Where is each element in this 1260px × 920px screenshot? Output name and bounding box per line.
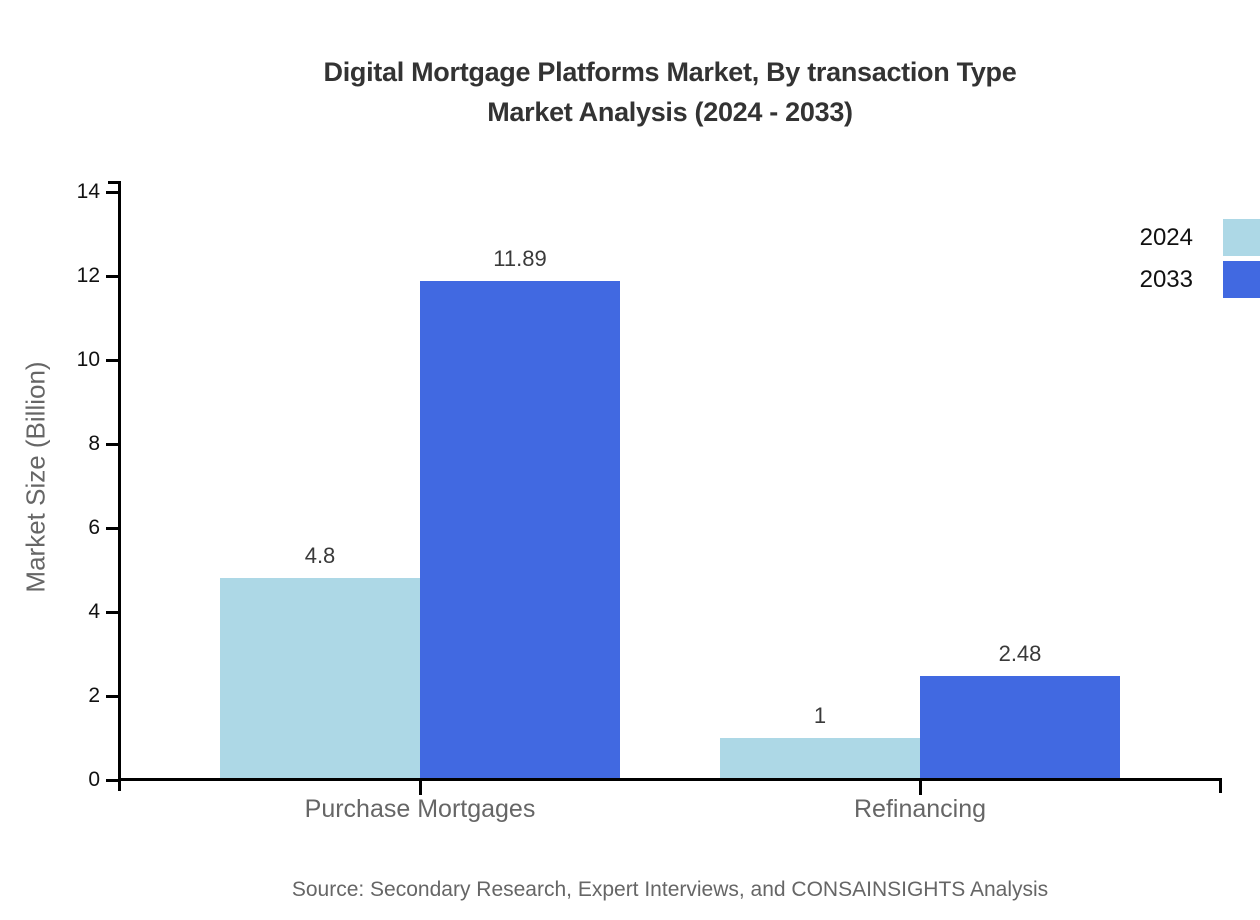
chart-title: Digital Mortgage Platforms Market, By tr… bbox=[40, 52, 1260, 132]
y-tick-0 bbox=[106, 778, 120, 782]
y-tick-8 bbox=[106, 442, 120, 446]
legend-swatch-2033 bbox=[1223, 261, 1260, 298]
y-tick-6 bbox=[106, 526, 120, 530]
category-label-purchase-mortgages: Purchase Mortgages bbox=[304, 795, 536, 823]
y-tick-label-10: 10 bbox=[76, 348, 100, 371]
y-tick-label-4: 4 bbox=[88, 600, 100, 623]
bar-value-2033-refinancing: 2.48 bbox=[998, 640, 1042, 666]
x-axis-end-tick bbox=[1219, 780, 1222, 793]
legend-label-2033: 2033 bbox=[1139, 266, 1193, 293]
y-tick-2 bbox=[106, 694, 120, 698]
bar-2024-refinancing bbox=[720, 738, 920, 780]
bar-value-2024-purchase-mortgages: 4.8 bbox=[304, 543, 336, 569]
y-tick-14 bbox=[106, 190, 120, 194]
y-axis-title: Market Size (Billion) bbox=[20, 361, 51, 593]
bar-value-2024-refinancing: 1 bbox=[813, 703, 827, 728]
y-tick-label-6: 6 bbox=[88, 516, 100, 539]
x-axis-line bbox=[118, 778, 1222, 781]
legend-label-2024: 2024 bbox=[1139, 224, 1193, 251]
chart-title-line-2: Market Analysis (2024 - 2033) bbox=[487, 97, 853, 127]
bar-value-2033-purchase-mortgages: 11.89 bbox=[493, 245, 547, 271]
bar-2024-purchase-mortgages bbox=[220, 578, 420, 780]
bar-2033-refinancing bbox=[920, 675, 1120, 780]
category-label-refinancing: Refinancing bbox=[853, 795, 987, 823]
y-tick-label-14: 14 bbox=[76, 180, 100, 203]
y-tick-4 bbox=[106, 610, 120, 614]
y-tick-label-8: 8 bbox=[88, 432, 100, 455]
y-tick-label-0: 0 bbox=[88, 768, 100, 791]
bar-2033-purchase-mortgages bbox=[420, 280, 620, 780]
y-tick-label-2: 2 bbox=[88, 684, 100, 707]
x-tick-purchase-mortgages bbox=[418, 781, 422, 795]
legend-row-2024: 2024 bbox=[0, 219, 1260, 256]
y-axis-end-cap bbox=[108, 181, 121, 184]
y-tick-10 bbox=[106, 358, 120, 362]
legend-swatch-2024 bbox=[1223, 219, 1260, 256]
chart-title-line-1: Digital Mortgage Platforms Market, By tr… bbox=[323, 57, 1017, 87]
source-note: Source: Secondary Research, Expert Inter… bbox=[291, 878, 1049, 901]
y-tick-12 bbox=[106, 274, 120, 278]
y-axis-spine bbox=[118, 181, 121, 791]
y-tick-label-12: 12 bbox=[76, 264, 100, 287]
legend-row-2033: 2033 bbox=[0, 261, 1260, 298]
x-tick-refinancing bbox=[918, 781, 922, 795]
